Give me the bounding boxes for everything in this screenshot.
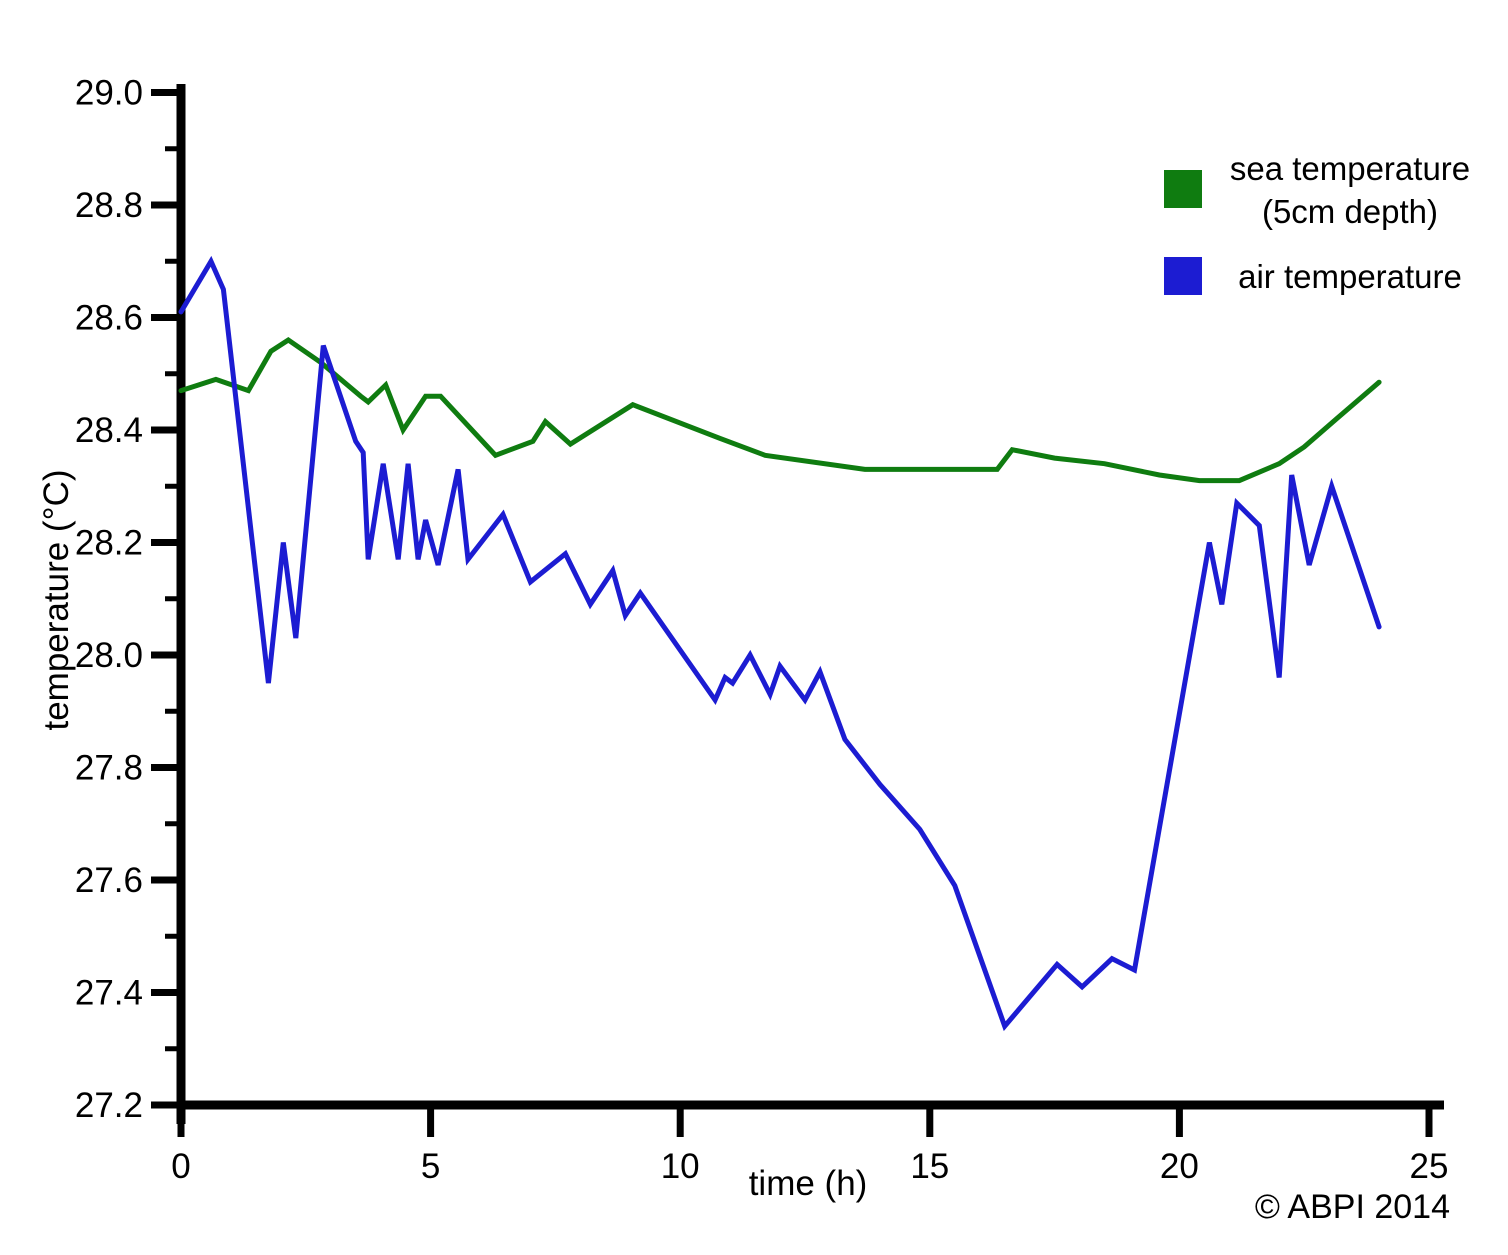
y-axis-title: temperature (°C) [37,469,76,731]
x-axis-title: time (h) [748,1164,868,1203]
x-tick-label: 25 [1410,1147,1449,1186]
x-tick-label: 20 [1160,1147,1199,1186]
y-tick-label: 27.6 [75,861,143,900]
copyright-text: © ABPI 2014 [1254,1188,1450,1226]
legend-swatch-sea-temperature [1164,170,1202,208]
x-tick-label: 15 [910,1147,949,1186]
y-tick-label: 27.2 [75,1086,143,1125]
y-tick-label: 27.8 [75,749,143,788]
legend-label-sea-line1: sea temperature [1229,150,1471,187]
y-tick-label: 28.0 [75,636,143,675]
legend-label-air-temperature: air temperature [1238,258,1462,295]
legend-swatch-air-temperature [1164,257,1202,295]
y-tick-label: 28.2 [75,524,143,563]
x-tick-label: 5 [421,1147,440,1186]
legend-label-sea-temperature: sea temperature (5cm depth) [1200,147,1500,233]
x-tick-label: 10 [661,1147,700,1186]
sea-temperature-line [178,336,1382,484]
legend-label-sea-line2: (5cm depth) [1261,193,1439,230]
y-tick-label: 27.4 [75,974,143,1013]
y-tick-label: 28.4 [75,411,143,450]
y-tick-label: 29.0 [75,74,143,113]
air-temperature-line [178,255,1382,1032]
y-tick-label: 28.8 [75,186,143,225]
y-tick-label: 28.6 [75,299,143,338]
x-tick-label: 0 [171,1147,190,1186]
